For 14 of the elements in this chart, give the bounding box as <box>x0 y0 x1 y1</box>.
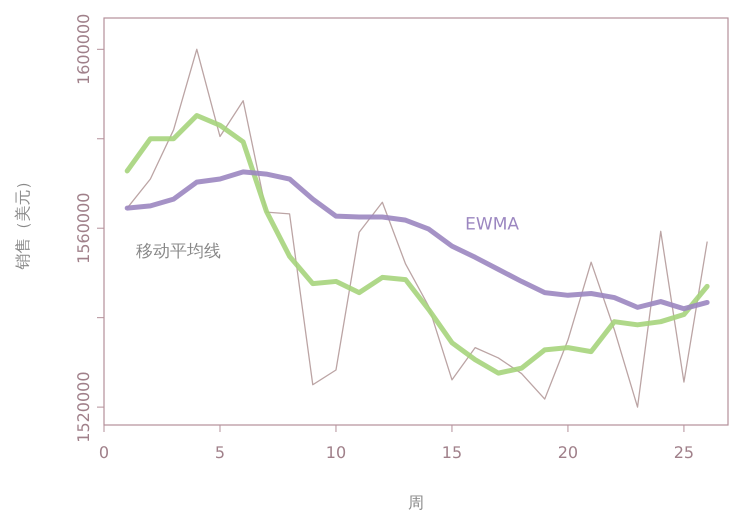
annotation: 移动平均线 <box>136 242 221 262</box>
y-tick-label: 1560000 <box>74 192 93 264</box>
y-axis-title: 销售（美元） <box>13 174 32 270</box>
x-axis-title: 周 <box>408 493 424 512</box>
y-tick-label: 1520000 <box>74 371 93 443</box>
series-label: EWMA <box>465 214 520 234</box>
x-tick-label: 25 <box>674 443 694 462</box>
line-series <box>126 48 708 408</box>
x-tick-label: 10 <box>326 443 346 462</box>
x-tick-label: 20 <box>558 443 578 462</box>
x-tick-label: 5 <box>214 443 226 462</box>
x-tick-label: 0 <box>98 443 110 462</box>
x-tick-label: 15 <box>442 443 462 462</box>
y-tick-label: 1600000 <box>74 14 93 85</box>
